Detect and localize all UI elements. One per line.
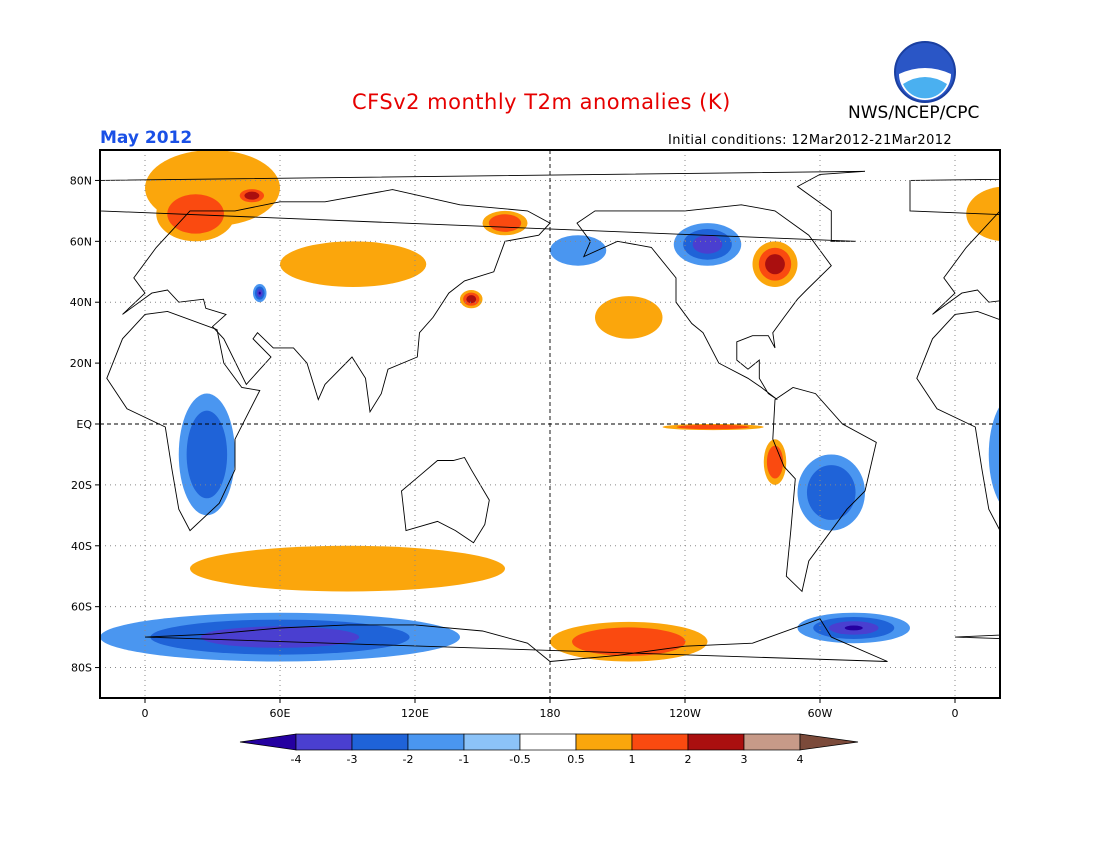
colorbar-swatch bbox=[407, 733, 465, 751]
colorbar-swatch bbox=[687, 733, 745, 751]
agency-label: NWS/NCEP/CPC bbox=[848, 103, 980, 123]
colorbar-label: 3 bbox=[741, 753, 748, 766]
lat-tick-label: EQ bbox=[76, 418, 92, 431]
colorbar-arrow-right bbox=[799, 733, 859, 751]
anomaly-contour bbox=[190, 545, 505, 592]
colorbar-swatch bbox=[631, 733, 689, 751]
lon-tick-label: 120E bbox=[401, 707, 429, 720]
colorbar-swatch bbox=[463, 733, 521, 751]
anomaly-contour bbox=[806, 465, 856, 520]
lat-tick-label: 60S bbox=[71, 601, 92, 614]
lon-tick-label: 120W bbox=[669, 707, 701, 720]
coastline-europe-asia bbox=[122, 189, 551, 414]
colorbar-label: -2 bbox=[403, 753, 414, 766]
anomaly-contour bbox=[488, 214, 522, 232]
coastline-south-america bbox=[772, 387, 877, 593]
anomaly-contour bbox=[466, 295, 477, 304]
lon-tick-label: 60E bbox=[270, 707, 291, 720]
lat-tick-label: 20N bbox=[70, 357, 92, 370]
colorbar-label: 4 bbox=[797, 753, 804, 766]
lon-tick-label: 0 bbox=[952, 707, 959, 720]
anomaly-contour bbox=[765, 254, 785, 275]
lon-tick-label: 180 bbox=[540, 707, 561, 720]
lat-tick-label: 80S bbox=[71, 662, 92, 675]
anomaly-contour bbox=[244, 191, 260, 200]
coastline-antarctica bbox=[954, 634, 1000, 640]
lon-tick-label: 0 bbox=[142, 707, 149, 720]
lat-tick-label: 40N bbox=[70, 296, 92, 309]
colorbar-arrow-left bbox=[239, 733, 297, 751]
anomaly-contour bbox=[186, 410, 228, 499]
colorbar-swatch bbox=[575, 733, 633, 751]
colorbar-label: 0.5 bbox=[567, 753, 585, 766]
anomaly-contour bbox=[200, 626, 360, 648]
coastline-australia bbox=[401, 456, 490, 544]
anomaly-contour bbox=[988, 405, 1000, 504]
anomaly-contour bbox=[572, 627, 686, 656]
colorbar-label: -0.5 bbox=[509, 753, 530, 766]
colorbar-swatch bbox=[743, 733, 801, 751]
anomaly-contour bbox=[280, 241, 427, 287]
anomaly-contour bbox=[766, 445, 784, 479]
coastline-africa bbox=[106, 310, 261, 532]
coastline-africa bbox=[916, 310, 1000, 532]
coastline-greenland bbox=[100, 170, 866, 242]
anomaly-contour bbox=[676, 424, 750, 430]
colorbar-label: 2 bbox=[685, 753, 692, 766]
coastline-antarctica bbox=[144, 618, 888, 662]
chart-title: CFSv2 monthly T2m anomalies (K) bbox=[352, 90, 731, 114]
coastline-north-america bbox=[576, 204, 832, 400]
colorbar-label: -1 bbox=[459, 753, 470, 766]
anomaly-contour bbox=[844, 625, 863, 631]
lat-tick-label: 60N bbox=[70, 235, 92, 248]
anomaly-contour bbox=[550, 235, 607, 266]
lat-tick-label: 20S bbox=[71, 479, 92, 492]
colorbar-swatch bbox=[295, 733, 353, 751]
anomaly-contour bbox=[595, 296, 663, 339]
lat-tick-label: 40S bbox=[71, 540, 92, 553]
forecast-month: May 2012 bbox=[100, 128, 193, 148]
anomaly-contour bbox=[258, 291, 261, 295]
initial-conditions: Initial conditions: 12Mar2012-21Mar2012 bbox=[668, 133, 953, 148]
colorbar-label: -3 bbox=[347, 753, 358, 766]
noaa-logo-icon bbox=[894, 41, 956, 103]
colorbar-label: -4 bbox=[291, 753, 302, 766]
lat-tick-label: 80N bbox=[70, 174, 92, 187]
anomaly-contour bbox=[167, 194, 224, 234]
colorbar-swatch bbox=[519, 733, 577, 751]
anomaly-contour bbox=[692, 235, 723, 254]
colorbar-label: 1 bbox=[629, 753, 636, 766]
lon-tick-label: 60W bbox=[808, 707, 833, 720]
colorbar-swatch bbox=[351, 733, 409, 751]
